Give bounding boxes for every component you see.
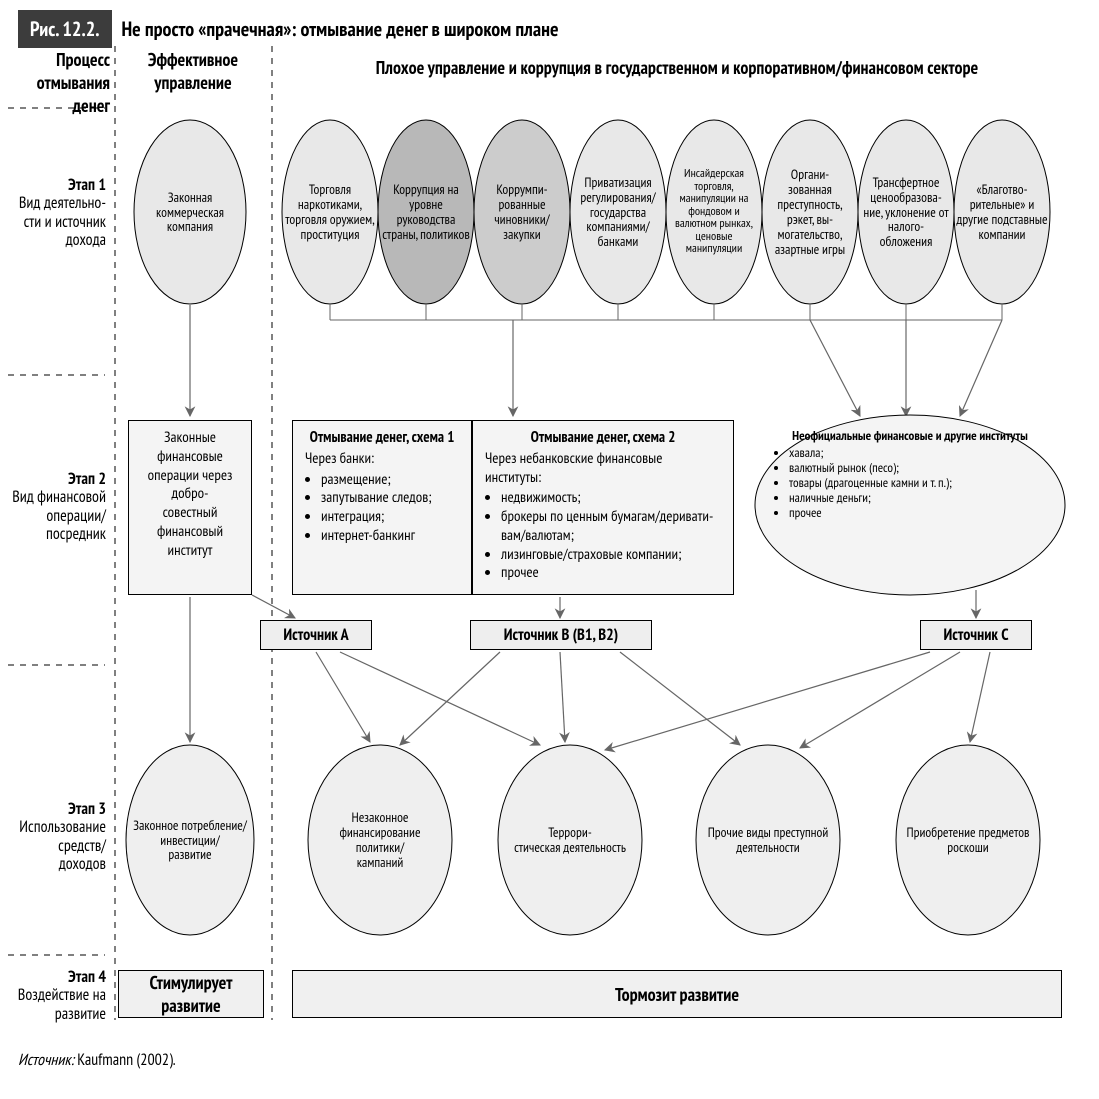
- stage4-bad-box: Тормозит развитие: [292, 970, 1062, 1018]
- ellipse-label: Органи- зованная преступность, рэкет, вы…: [764, 130, 856, 294]
- stage4-bold: Этап 4: [68, 967, 106, 987]
- stage4-good-box: Стимулирует развитие: [118, 970, 264, 1018]
- informal-title: Неофициальные финансовые и другие инстит…: [773, 429, 1047, 444]
- list-item: недвижимость;: [501, 489, 721, 508]
- list-item: прочее: [789, 506, 1047, 521]
- figure-number-badge: Рис. 12.2.: [18, 10, 112, 48]
- figure-titlebar: Рис. 12.2. Не просто «прачечная»: отмыва…: [18, 10, 1081, 48]
- stage2-informal-text: Неофициальные финансовые и другие инстит…: [773, 429, 1047, 521]
- informal-list: хавала;валютный рынок (песо);товары (дра…: [773, 446, 1047, 521]
- stage3-text: Использование средств/ доходов: [19, 817, 106, 874]
- ellipse-label: «Благотво- рительные» и другие подставны…: [956, 130, 1048, 294]
- row-label-stage3: Этап 3 Использование средств/ доходов: [6, 800, 106, 874]
- stage4-good-label: Стимулирует развитие: [119, 971, 263, 1017]
- column-header-effective: Эффективное управление: [120, 48, 266, 94]
- column-header-process: Процесс отмывания денег: [6, 48, 110, 117]
- source-b-box: Источник В (B1, B2): [470, 620, 652, 650]
- ellipse-label: Приватизация регулирования/ государства …: [572, 130, 664, 294]
- ellipse-label: Коррупция на уровне руководства страны, …: [380, 130, 472, 294]
- schema1-list: размещение;запутывание следов;интеграция…: [305, 471, 459, 546]
- list-item: наличные деньги;: [789, 491, 1047, 506]
- ellipse-label: Коррумпи- рованные чиновники/ закупки: [476, 130, 568, 294]
- list-item: лизинговые/страховые компании;: [501, 546, 721, 565]
- stage3-bold: Этап 3: [68, 799, 106, 819]
- source-c-box: Источник C: [920, 620, 1032, 650]
- list-item: запутывание следов;: [321, 489, 459, 508]
- source-value: Kaufmann (2002).: [77, 1050, 175, 1070]
- column-header-bad-governance: Плохое управление и коррупция в государс…: [282, 56, 1072, 79]
- list-item: брокеры по ценным бумагам/деривати- вам/…: [501, 508, 721, 546]
- ellipse-label: Незаконное финансирование политики/ камп…: [314, 780, 446, 900]
- ellipse-label: Террори- стическая деятельность: [504, 780, 636, 900]
- row-label-stage4: Этап 4 Воздействие на развитие: [6, 968, 106, 1023]
- ellipse-label: Инсайдерская торговля, манипуляции на фо…: [668, 130, 760, 294]
- stage2-schema2-box: Отмывание денег, схема 2 Через небанковс…: [472, 420, 734, 595]
- ellipse-label: Приобретение предметов роскоши: [902, 780, 1034, 900]
- list-item: интеграция;: [321, 508, 459, 527]
- schema2-list: недвижимость;брокеры по ценным бумагам/д…: [485, 489, 721, 583]
- stage2-bold: Этап 2: [68, 469, 106, 489]
- stage2-good-box: Законные финансовые операции через добро…: [128, 420, 252, 595]
- stage2-schema1-box: Отмывание денег, схема 1 Через банки: ра…: [292, 420, 472, 595]
- row-label-stage1: Этап 1 Вид деятельно- сти и источник дох…: [6, 176, 106, 250]
- stage1-text: Вид деятельно- сти и источник дохода: [19, 193, 106, 250]
- list-item: прочее: [501, 564, 721, 583]
- ellipse-label: Трансфертное ценообразова- ние, уклонени…: [860, 130, 952, 294]
- ellipse-label: Прочие виды преступной деятельности: [702, 780, 834, 900]
- stage1-bold: Этап 1: [68, 175, 106, 195]
- schema2-subtitle: Через небанковские финансовые институты:: [485, 450, 721, 488]
- schema1-title: Отмывание денег, схема 1: [305, 429, 459, 448]
- row-label-stage2: Этап 2 Вид финансовой операции/ посредни…: [6, 470, 106, 544]
- source-note: Источник: Kaufmann (2002).: [18, 1050, 176, 1070]
- ellipse-label: Законное потребление/ инвестиции/ развит…: [124, 780, 256, 900]
- source-label: Источник:: [18, 1050, 74, 1070]
- list-item: интернет-банкинг: [321, 527, 459, 546]
- figure-root: Рис. 12.2. Не просто «прачечная»: отмыва…: [0, 0, 1099, 1099]
- schema1-subtitle: Через банки:: [305, 450, 459, 469]
- ellipse-label: Законная коммерческая компания: [138, 152, 242, 272]
- figure-title: Не просто «прачечная»: отмывание денег в…: [122, 10, 559, 48]
- stage4-text: Воздействие на развитие: [18, 985, 106, 1023]
- stage4-bad-label: Тормозит развитие: [615, 983, 739, 1006]
- stage2-text: Вид финансовой операции/ посредник: [12, 487, 106, 544]
- schema2-title: Отмывание денег, схема 2: [485, 429, 721, 448]
- ellipse-label: Торговля наркотиками, торговля оружием, …: [284, 130, 376, 294]
- list-item: размещение;: [321, 471, 459, 490]
- source-a-box: Источник А: [260, 620, 372, 650]
